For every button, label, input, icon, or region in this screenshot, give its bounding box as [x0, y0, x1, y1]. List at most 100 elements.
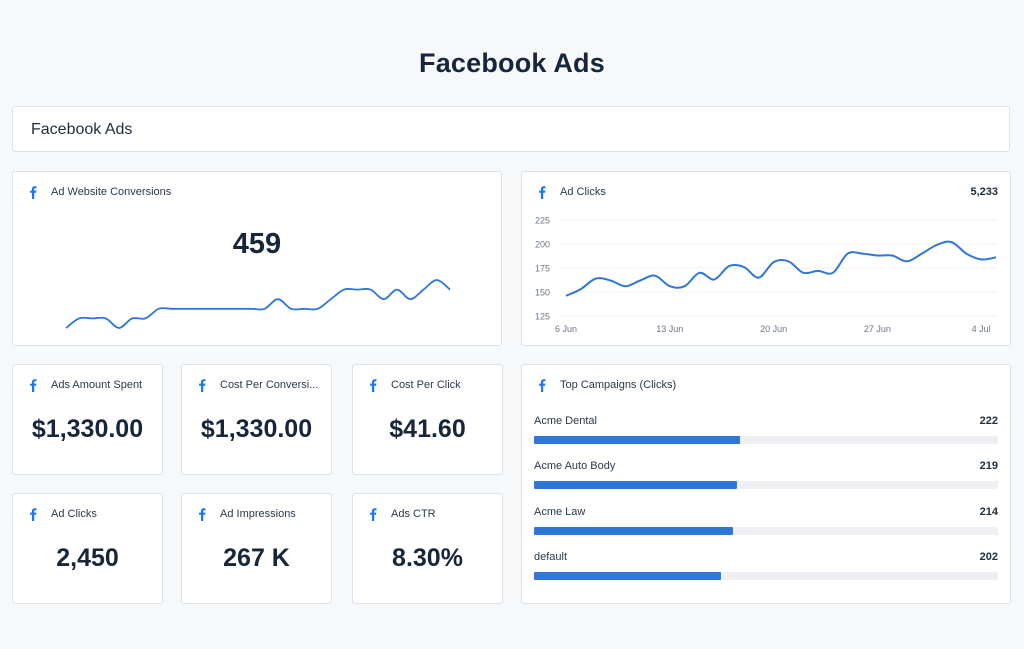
top-campaigns-card[interactable]: Top Campaigns (Clicks) Acme Dental 222 A…	[521, 364, 1011, 604]
ad-clicks-point	[875, 254, 879, 258]
y-tick-label: 225	[535, 216, 550, 226]
metric-card-ad-clicks[interactable]: Ad Clicks 2,450	[12, 493, 163, 604]
x-tick-label: 27 Jun	[864, 324, 891, 334]
ad-clicks-point	[831, 271, 835, 275]
facebook-icon	[367, 507, 379, 521]
facebook-icon	[536, 185, 548, 199]
campaign-clicks: 222	[979, 415, 998, 427]
y-tick-label: 200	[535, 240, 550, 250]
ad-clicks-point	[697, 271, 701, 275]
ad-clicks-point	[623, 284, 627, 288]
section-title: Facebook Ads	[31, 121, 133, 138]
campaign-bar-track	[534, 436, 998, 444]
x-tick-label: 6 Jun	[555, 324, 577, 334]
ad-clicks-point	[757, 276, 761, 280]
ad-clicks-point	[727, 264, 731, 268]
ad-clicks-line-chart: 125 150 175 200 225 6 Jun 13 Jun 20 Jun 27 Jun 4 …	[535, 216, 998, 334]
campaign-row[interactable]: Acme Law 214	[534, 506, 998, 546]
campaign-clicks: 219	[979, 460, 998, 472]
metric-card-ads-amount-spent[interactable]: Ads Amount Spent $1,330.00	[12, 364, 163, 475]
ad-clicks-point	[964, 252, 968, 256]
campaign-row[interactable]: default 202	[534, 551, 998, 591]
ad-clicks-point	[683, 284, 687, 288]
page-title: Facebook Ads	[419, 48, 605, 78]
y-tick-label: 150	[535, 288, 550, 298]
metric-card-cost-per-conversion[interactable]: Cost Per Conversi... $1,330.00	[181, 364, 332, 475]
conversions-value: 459	[232, 228, 282, 260]
facebook-icon	[196, 507, 208, 521]
x-tick-label: 4 Jul	[972, 324, 991, 334]
ad-clicks-point	[742, 265, 746, 269]
ad-clicks-point	[890, 254, 894, 258]
facebook-icon	[196, 378, 208, 392]
ad-clicks-point	[653, 274, 657, 278]
campaign-row[interactable]: Acme Dental 222	[534, 415, 998, 455]
campaign-bar	[534, 436, 741, 444]
ad-clicks-point	[979, 257, 983, 261]
campaign-name: Acme Law	[534, 506, 586, 518]
ad-clicks-point	[668, 284, 672, 288]
campaign-bar-track	[534, 481, 998, 489]
sparkline-series	[65, 279, 451, 329]
card-title: Top Campaigns (Clicks)	[560, 379, 677, 391]
ad-clicks-point	[594, 277, 598, 281]
campaign-name: Acme Auto Body	[534, 460, 616, 472]
facebook-icon	[27, 378, 39, 392]
ad-clicks-point	[861, 252, 865, 256]
ad-clicks-point	[786, 259, 790, 263]
ad-clicks-point	[638, 278, 642, 282]
campaign-row[interactable]: Acme Auto Body 219	[534, 460, 998, 500]
card-title: Ads CTR	[391, 508, 436, 520]
ad-clicks-point	[846, 252, 850, 256]
card-title: Ads Amount Spent	[51, 379, 143, 391]
campaign-name: default	[534, 551, 568, 563]
facebook-icon	[27, 185, 39, 199]
section-header: Facebook Ads	[12, 106, 1010, 152]
ad-clicks-point	[994, 255, 998, 259]
ad-clicks-point	[920, 252, 924, 256]
card-title: Ad Impressions	[220, 508, 296, 520]
metric-value: 8.30%	[392, 544, 463, 572]
campaign-bar	[534, 481, 738, 489]
y-tick-label: 175	[535, 264, 550, 274]
metric-value: 2,450	[56, 544, 119, 572]
card-title: Cost Per Click	[391, 379, 461, 391]
x-tick-label: 13 Jun	[656, 324, 683, 334]
facebook-icon	[536, 378, 548, 392]
card-title: Ad Clicks	[51, 508, 97, 520]
ad-clicks-point	[816, 269, 820, 273]
campaign-clicks: 202	[979, 551, 998, 563]
conversions-sparkline	[65, 279, 451, 329]
x-tick-label: 20 Jun	[760, 324, 787, 334]
ad-clicks-point	[712, 278, 716, 282]
ad-clicks-point	[950, 240, 954, 244]
metric-value: $41.60	[389, 415, 466, 443]
ad-clicks-total: 5,233	[970, 186, 998, 198]
campaign-bar-track	[534, 527, 998, 535]
y-tick-label: 125	[535, 312, 550, 322]
ad-clicks-point	[935, 243, 939, 247]
campaign-name: Acme Dental	[534, 415, 597, 427]
metric-value: 267 K	[223, 544, 290, 572]
metric-card-ad-impressions[interactable]: Ad Impressions 267 K	[181, 493, 332, 604]
metric-value: $1,330.00	[200, 415, 313, 443]
campaign-bar-track	[534, 572, 998, 580]
ad-clicks-point	[905, 259, 909, 263]
ad-clicks-series-line	[565, 240, 997, 297]
campaign-bar	[534, 572, 722, 580]
facebook-icon	[367, 378, 379, 392]
ad-clicks-point	[801, 271, 805, 275]
ad-clicks-point	[564, 294, 568, 298]
metric-card-ads-ctr[interactable]: Ads CTR 8.30%	[352, 493, 503, 604]
metric-value: $1,330.00	[31, 415, 144, 443]
campaign-bar	[534, 527, 733, 535]
campaign-clicks: 214	[979, 506, 998, 518]
ad-clicks-chart-card[interactable]: Ad Clicks 5,233 125 150 175 200 225 6 Jun 13 J…	[521, 171, 1011, 346]
facebook-icon	[27, 507, 39, 521]
ad-clicks-point	[579, 287, 583, 291]
metric-card-cost-per-click[interactable]: Cost Per Click $41.60	[352, 364, 503, 475]
ad-clicks-point	[772, 260, 776, 264]
ad-clicks-point	[608, 278, 612, 282]
card-title: Cost Per Conversi...	[220, 379, 319, 391]
conversions-card[interactable]: Ad Website Conversions 459	[12, 171, 502, 346]
